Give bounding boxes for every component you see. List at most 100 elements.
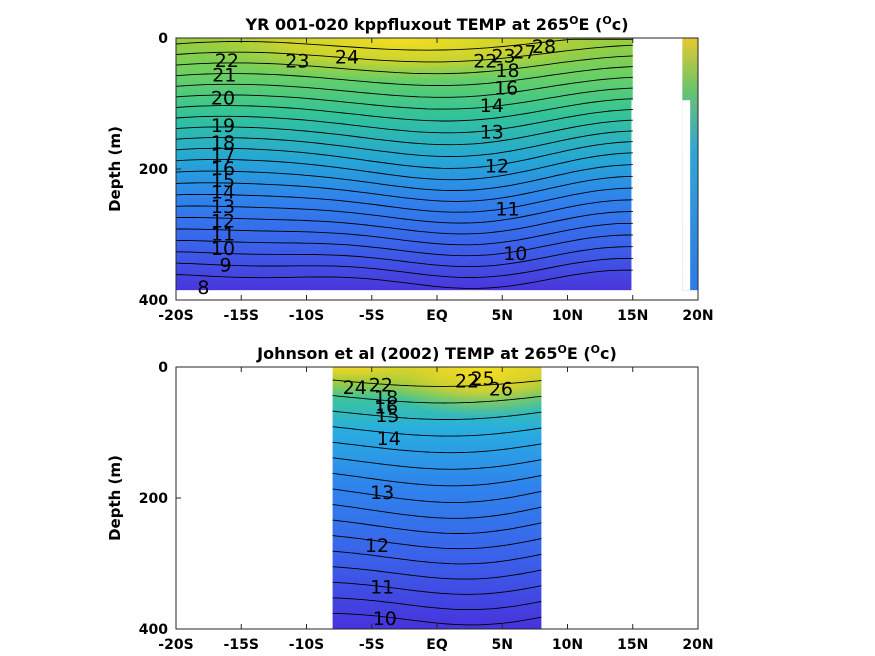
contour-label: 20 bbox=[211, 87, 235, 109]
contour-line bbox=[332, 441, 542, 454]
contour-label: 16 bbox=[494, 77, 518, 99]
contour-label: 23 bbox=[285, 51, 309, 73]
contour-line bbox=[332, 379, 542, 387]
contour-line bbox=[332, 472, 542, 487]
contour-label: 12 bbox=[485, 155, 509, 177]
x-tick-label: 15N bbox=[617, 637, 648, 653]
x-tick-label: -10S bbox=[289, 308, 324, 324]
x-tick-label: -5S bbox=[359, 637, 385, 653]
contour-line bbox=[332, 426, 542, 437]
x-tick-label: EQ bbox=[426, 308, 448, 324]
contour-line bbox=[175, 55, 633, 75]
x-tick-label: 5N bbox=[492, 637, 513, 653]
contour-label: 18 bbox=[374, 387, 398, 409]
contour-label: 10 bbox=[373, 608, 397, 630]
contour-line bbox=[332, 504, 542, 519]
contour-line bbox=[175, 109, 633, 134]
contour-label: 22 bbox=[455, 370, 479, 392]
y-tick-label: 0 bbox=[158, 31, 168, 47]
contour-line bbox=[175, 234, 633, 257]
contour-label: 11 bbox=[370, 577, 394, 599]
contour-line bbox=[175, 211, 633, 235]
contour-label: 10 bbox=[211, 238, 235, 260]
contour-label: 10 bbox=[503, 243, 527, 265]
warm-surface-layer bbox=[332, 367, 542, 459]
contour-line bbox=[175, 257, 633, 278]
contour-label: 12 bbox=[211, 210, 235, 232]
contour-label: 16 bbox=[374, 397, 398, 419]
contour-label: 13 bbox=[480, 121, 504, 143]
contour-line bbox=[332, 612, 542, 626]
contour-label: 26 bbox=[489, 378, 513, 400]
contour-line bbox=[176, 222, 633, 246]
contour-label: 27 bbox=[512, 41, 536, 63]
contour-line bbox=[175, 187, 633, 213]
x-tick-label: 10N bbox=[552, 637, 583, 653]
y-axis-label: Depth (m) bbox=[106, 455, 124, 541]
contour-line bbox=[175, 66, 633, 86]
contour-label: 8 bbox=[197, 277, 209, 299]
contour-line bbox=[332, 395, 542, 404]
contour-label: 24 bbox=[343, 377, 367, 399]
x-tick-label: -20S bbox=[158, 308, 193, 324]
contour-line bbox=[175, 269, 633, 289]
contour-label: 11 bbox=[211, 224, 235, 246]
x-tick-label: 10N bbox=[552, 308, 583, 324]
y-tick-label: 400 bbox=[139, 293, 168, 309]
contour-label: 18 bbox=[495, 60, 519, 82]
contour-label: 13 bbox=[211, 196, 235, 218]
contour-label: 15 bbox=[375, 405, 399, 427]
contour-label: 9 bbox=[220, 254, 232, 276]
missing-data-gap bbox=[631, 100, 641, 291]
contour-line bbox=[175, 44, 633, 63]
contour-line bbox=[175, 246, 633, 268]
contour-line bbox=[175, 130, 633, 157]
contour-label: 22 bbox=[215, 50, 239, 72]
contour-line bbox=[175, 141, 633, 169]
x-tick-label: 15N bbox=[617, 308, 648, 324]
contour-lines bbox=[175, 38, 633, 289]
missing-data-gap-2 bbox=[682, 100, 691, 291]
contour-label: 24 bbox=[335, 47, 359, 69]
contour-label: 15 bbox=[211, 170, 235, 192]
contour-line bbox=[332, 488, 542, 503]
contour-label: 22 bbox=[369, 374, 393, 396]
contour-label: 21 bbox=[212, 64, 236, 86]
contour-label: 18 bbox=[211, 132, 235, 154]
contour-label: 28 bbox=[532, 36, 556, 58]
contour-label: 23 bbox=[491, 45, 515, 67]
contour-line bbox=[332, 597, 542, 611]
contour-lines bbox=[332, 379, 542, 626]
y-tick-label: 200 bbox=[139, 162, 168, 178]
contour-line bbox=[332, 581, 542, 595]
contour-label: 14 bbox=[211, 182, 235, 204]
x-tick-label: EQ bbox=[426, 637, 448, 653]
y-axis-label: Depth (m) bbox=[106, 126, 124, 212]
x-tick-label: 20N bbox=[682, 308, 713, 324]
contour-label: 16 bbox=[211, 158, 235, 180]
x-tick-label: -5S bbox=[359, 308, 385, 324]
contour-line bbox=[175, 76, 633, 98]
contour-label: 17 bbox=[211, 145, 235, 167]
contour-line bbox=[175, 199, 633, 224]
contour-label: 14 bbox=[480, 95, 504, 117]
contour-label: 12 bbox=[365, 535, 389, 557]
x-tick-label: 20N bbox=[682, 637, 713, 653]
contour-label: 22 bbox=[473, 51, 497, 73]
x-tick-label: -15S bbox=[224, 308, 259, 324]
contour-line bbox=[332, 566, 542, 580]
contour-line bbox=[332, 535, 542, 550]
contour-line bbox=[175, 87, 633, 110]
contour-line bbox=[175, 152, 633, 181]
y-tick-label: 400 bbox=[139, 622, 168, 638]
contour-line bbox=[332, 457, 542, 470]
y-tick-label: 200 bbox=[139, 491, 168, 507]
contour-line bbox=[332, 550, 542, 565]
contour-line bbox=[332, 519, 542, 534]
contour-line bbox=[175, 119, 633, 146]
contour-line bbox=[175, 164, 633, 191]
chart-title: Johnson et al (2002) TEMP at 265OE (Oc) bbox=[256, 343, 617, 363]
